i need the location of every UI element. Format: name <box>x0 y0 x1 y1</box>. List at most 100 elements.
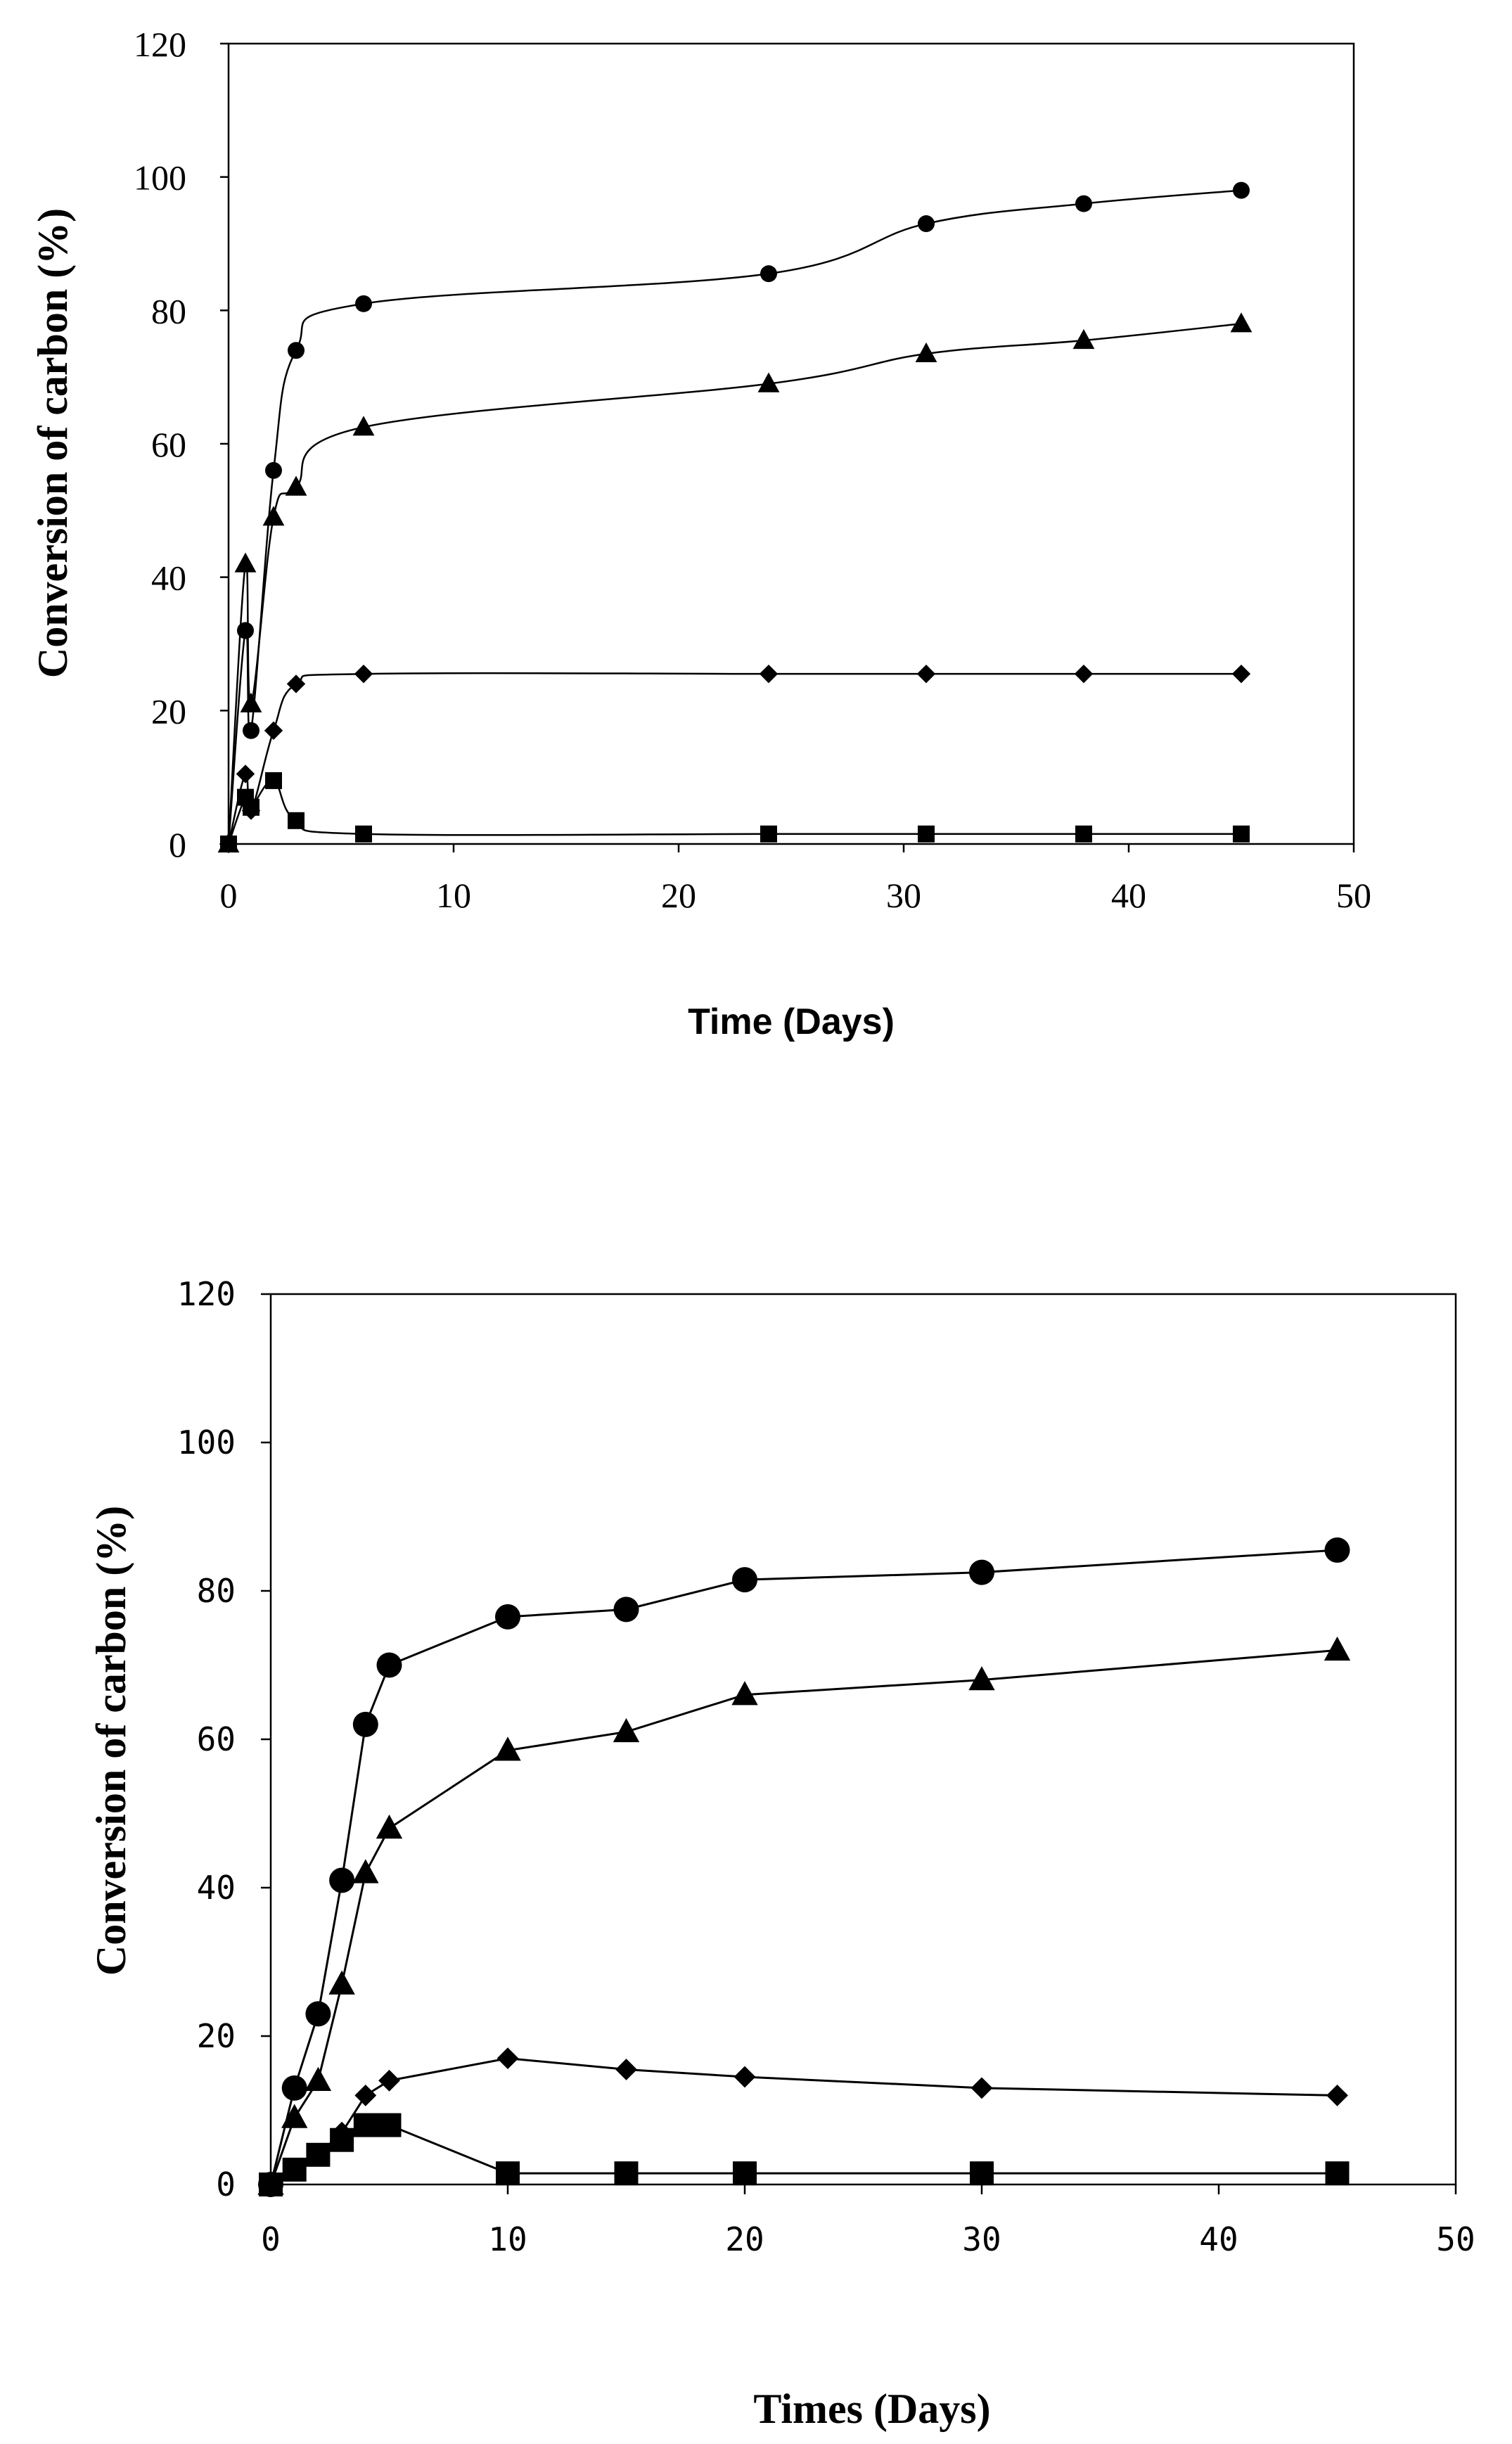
series-diamond <box>219 664 1251 854</box>
series-line-triangle <box>227 323 1242 845</box>
series-circle <box>220 181 1250 852</box>
data-point-diamond <box>264 721 283 740</box>
data-point-circle <box>613 1597 639 1623</box>
y-axis-title: Conversion of carbon (%) <box>30 208 76 678</box>
x-tick-label: 10 <box>436 876 471 915</box>
y-tick-label: 80 <box>197 1572 236 1610</box>
y-tick-label: 120 <box>177 1275 236 1313</box>
data-point-diamond <box>615 2059 637 2080</box>
data-point-square <box>282 2157 307 2182</box>
data-point-triangle <box>915 342 937 363</box>
data-point-diamond <box>1231 664 1251 684</box>
x-tick-label: 50 <box>1436 2220 1475 2258</box>
data-point-triangle <box>240 692 262 712</box>
series-triangle <box>257 1636 1351 2195</box>
x-axis-title: Times (Days) <box>753 2386 990 2432</box>
data-point-diamond <box>916 664 936 684</box>
x-tick-label: 0 <box>220 876 238 915</box>
chart-2: 0 20 40 60 80 100 120 0 10 20 30 40 50 Times (Days) Co… <box>88 1275 1475 2432</box>
data-point-square <box>330 2128 354 2152</box>
y-tick-label: 20 <box>151 691 186 731</box>
plot-area-frame <box>227 42 1355 845</box>
series-line-triangle <box>269 1649 1338 2185</box>
data-point-square <box>306 2142 331 2167</box>
data-point-square <box>220 836 237 852</box>
data-point-diamond <box>759 664 779 684</box>
data-point-square <box>259 2173 283 2196</box>
x-axis-title: Time (Days) <box>688 1002 895 1042</box>
y-axis-title: Conversion of carbon (%) <box>88 1506 134 1976</box>
x-tick-label: 10 <box>488 2220 527 2258</box>
data-point-triangle <box>968 1666 995 1691</box>
data-point-square <box>496 2161 520 2186</box>
data-point-square <box>288 812 305 829</box>
data-point-circle <box>1324 1537 1350 1563</box>
data-point-triangle <box>494 1736 521 1761</box>
data-point-circle <box>760 265 777 283</box>
data-point-triangle <box>262 506 285 526</box>
data-point-diamond <box>236 764 255 783</box>
data-point-circle <box>305 2001 331 2027</box>
data-point-diamond <box>354 664 373 684</box>
data-point-triangle <box>352 1859 379 1883</box>
data-point-square <box>1233 825 1250 843</box>
data-point-square <box>243 798 260 816</box>
y-tick-label: 120 <box>134 25 186 64</box>
data-point-diamond <box>1326 2085 1348 2106</box>
data-point-square <box>614 2161 639 2186</box>
x-tick-label: 50 <box>1336 876 1371 915</box>
data-point-diamond <box>286 674 306 693</box>
data-point-circle <box>288 342 305 359</box>
data-point-triangle <box>1324 1636 1351 1661</box>
data-point-circle <box>495 1604 520 1630</box>
y-tick-label: 40 <box>151 558 186 598</box>
chart-1: 0 20 40 60 80 100 120 0 10 20 30 40 50 Time (Days) Con… <box>30 25 1371 1042</box>
series-line-diamond <box>270 2057 1338 2186</box>
data-point-circle <box>732 1567 757 1593</box>
data-point-circle <box>376 1652 402 1678</box>
data-point-triangle <box>1230 312 1252 333</box>
x-tick-label: 20 <box>725 2220 764 2258</box>
x-tick-label: 40 <box>1111 876 1146 915</box>
series-line-circle <box>227 189 1242 845</box>
data-point-square <box>377 2113 402 2137</box>
y-tick-label: 100 <box>177 1423 236 1461</box>
data-point-triangle <box>305 2066 332 2091</box>
data-point-circle <box>355 295 372 312</box>
data-point-square <box>760 825 777 843</box>
data-point-triangle <box>234 552 257 572</box>
data-point-circle <box>1075 195 1092 212</box>
series-line-square <box>270 2124 1338 2186</box>
data-point-triangle <box>281 2104 308 2128</box>
plot-area-frame <box>269 1293 1457 2186</box>
data-point-circle <box>352 1711 378 1737</box>
series-circle <box>258 1537 1350 2197</box>
data-point-square <box>265 772 282 789</box>
data-point-square <box>1075 825 1092 843</box>
series-square <box>259 2113 1350 2196</box>
data-point-diamond <box>970 2077 993 2099</box>
data-point-diamond <box>354 2085 377 2106</box>
series-line-circle <box>269 1549 1338 2185</box>
y-tick-label: 80 <box>151 291 186 331</box>
series-triangle <box>217 312 1252 853</box>
data-point-circle <box>1233 181 1250 199</box>
y-tick-label: 0 <box>216 2165 236 2203</box>
data-point-triangle <box>285 475 307 496</box>
y-tick-label: 0 <box>169 825 186 864</box>
series-square <box>220 772 1250 852</box>
data-point-square <box>355 825 372 843</box>
x-tick-label: 30 <box>886 876 921 915</box>
y-tick-label: 40 <box>197 1869 236 1907</box>
data-point-diamond <box>496 2047 519 2070</box>
y-tick-label: 60 <box>197 1720 236 1758</box>
data-point-triangle <box>376 1815 403 1839</box>
y-tick-label: 100 <box>134 158 186 198</box>
data-point-triangle <box>1072 328 1095 350</box>
data-point-circle <box>918 215 935 233</box>
x-tick-label: 30 <box>962 2220 1001 2258</box>
data-point-triangle <box>328 1970 355 1995</box>
data-point-circle <box>265 461 282 479</box>
data-point-square <box>733 2161 757 2186</box>
